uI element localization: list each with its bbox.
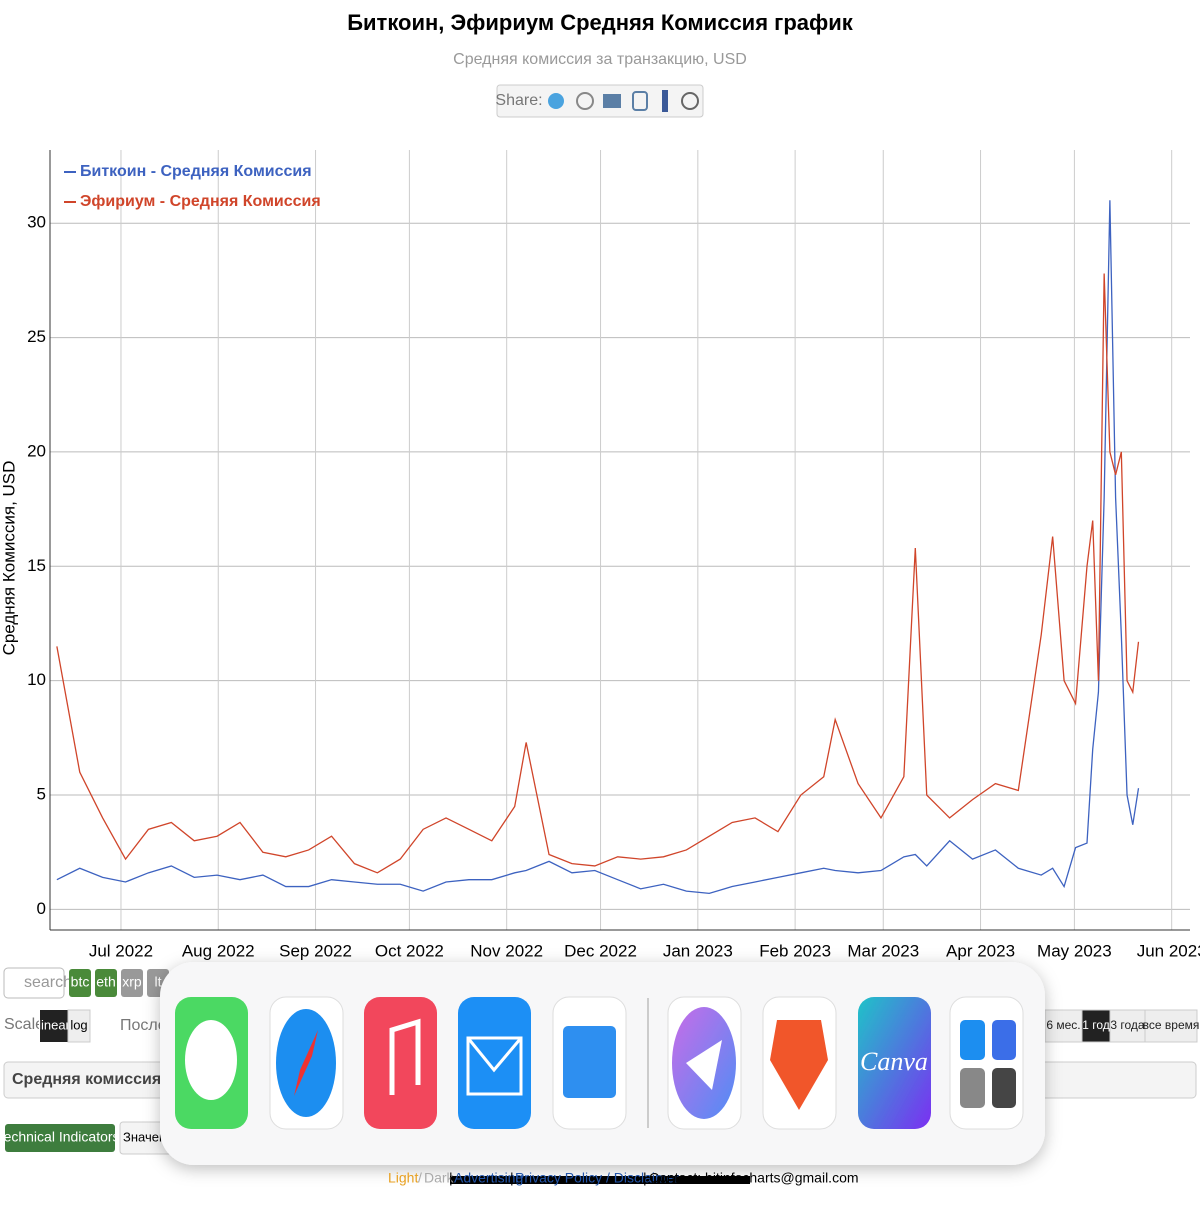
legend-label[interactable]: Биткоин - Средняя Комиссия <box>80 163 312 180</box>
range-button[interactable] <box>1081 1009 1111 1043</box>
range-label: 1 год <box>1082 1018 1110 1032</box>
search-box[interactable] <box>3 967 65 999</box>
footer-advertising[interactable]: Advertising <box>454 1170 523 1186</box>
scale-log-text: log <box>70 1017 87 1032</box>
x-tick-label: Nov 2022 <box>470 941 543 960</box>
y-tick-label: 30 <box>27 213 46 232</box>
range-label: 6 мес. <box>1046 1018 1080 1032</box>
app-files[interactable] <box>552 996 627 1130</box>
legend-label[interactable]: Эфириум - Средняя Комиссия <box>80 193 321 210</box>
canva-label: Canva <box>860 1047 928 1076</box>
footer-privacy[interactable]: Privacy Policy / Disclaimer <box>515 1170 679 1186</box>
chart: Биткоин, Эфириум Средняя Комиссия график… <box>0 10 1200 961</box>
metric-select-text: Средняя комиссия за т <box>12 1071 195 1088</box>
chart-title: Биткоин, Эфириум Средняя Комиссия график <box>347 10 854 35</box>
x-tick-label: Sep 2022 <box>279 941 352 960</box>
coin-button[interactable] <box>121 969 143 997</box>
y-tick-label: 15 <box>27 556 46 575</box>
coin-label: lt <box>155 974 162 990</box>
app-music[interactable] <box>364 997 437 1129</box>
footer-light[interactable]: Light <box>388 1170 418 1186</box>
range-button[interactable] <box>1144 1009 1198 1043</box>
indicators-label: Technical Indicators: <box>0 1129 123 1145</box>
footer-sep: | <box>643 1170 647 1186</box>
x-tick-label: Oct 2022 <box>375 941 444 960</box>
y-tick-label: 25 <box>27 327 46 346</box>
x-tick-label: Dec 2022 <box>564 941 637 960</box>
plot: 0 5 10 15 20 25 30 Jul 2022 Aug 2022 Sep 2022 Oct … <box>27 150 1200 960</box>
x-tick-label: May 2023 <box>1037 941 1112 960</box>
share-label: Share: <box>495 92 542 109</box>
plot-area <box>50 150 1190 930</box>
y-tick-label: 20 <box>27 441 46 460</box>
redaction <box>450 1176 750 1184</box>
app-mail[interactable] <box>458 997 531 1129</box>
app-safari[interactable] <box>269 996 344 1130</box>
coin-label: xrp <box>122 974 142 990</box>
share-icons[interactable] <box>548 90 699 112</box>
scale-label: Scale: <box>4 1016 48 1033</box>
coin-button[interactable] <box>95 969 117 997</box>
scale-log[interactable] <box>67 1009 91 1043</box>
range-button[interactable] <box>1044 1009 1083 1043</box>
indicators-label-box <box>5 1124 115 1152</box>
footer-contact: Contact: bitinfocharts@gmail.com <box>649 1170 859 1186</box>
x-tick-label: Jul 2022 <box>89 941 153 960</box>
series-line <box>56 273 1140 874</box>
range-label: все время <box>1143 1018 1200 1032</box>
range-button[interactable] <box>1109 1009 1146 1043</box>
app-switcher: Canva <box>160 962 1045 1165</box>
app-messages[interactable] <box>175 997 248 1129</box>
x-tick-label: Aug 2022 <box>182 941 255 960</box>
y-tick-label: 5 <box>37 785 46 804</box>
footer: Light / Dark | Advertising | Privacy Pol… <box>388 1170 859 1186</box>
app-brave[interactable] <box>762 996 837 1130</box>
x-tick-label: Jun 2023 <box>1137 941 1200 960</box>
coin-label: btc <box>71 974 90 990</box>
coin-button[interactable] <box>69 969 91 997</box>
scale-linear-text: linear <box>38 1017 70 1032</box>
scale-linear[interactable] <box>40 1010 68 1042</box>
footer-sep: / <box>418 1170 422 1186</box>
y-tick-label: 10 <box>27 670 46 689</box>
x-tick-label: Feb 2023 <box>759 941 831 960</box>
x-tick-label: Mar 2023 <box>847 941 919 960</box>
share-bar <box>496 84 704 118</box>
range-label: 3 года <box>1110 1018 1145 1032</box>
app-telegram[interactable] <box>667 996 742 1130</box>
footer-sep: | <box>510 1170 514 1186</box>
y-tick-label: 0 <box>37 899 46 918</box>
x-tick-label: Apr 2023 <box>946 941 1015 960</box>
period-label: После <box>120 1017 167 1034</box>
x-tick-label: Jan 2023 <box>663 941 733 960</box>
chart-subtitle: Средняя комиссия за транзакцию, USD <box>453 51 747 68</box>
y-axis-label: Средняя Комиссия, USD <box>0 461 18 656</box>
coin-label: eth <box>96 974 115 990</box>
footer-sep: | <box>449 1170 453 1186</box>
search-placeholder: search <box>24 974 72 991</box>
app-folder[interactable] <box>949 996 1024 1130</box>
footer-dark[interactable]: Dark <box>424 1170 455 1186</box>
app-canva[interactable]: Canva <box>858 997 931 1129</box>
series-line <box>56 200 1140 895</box>
